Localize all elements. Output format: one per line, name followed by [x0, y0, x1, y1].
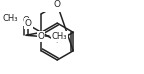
Text: O: O — [37, 32, 44, 41]
Text: O: O — [23, 16, 30, 25]
Text: O: O — [25, 19, 32, 28]
Text: CH₃: CH₃ — [52, 32, 67, 41]
Text: O: O — [54, 0, 61, 9]
Text: CH₃: CH₃ — [3, 14, 18, 23]
